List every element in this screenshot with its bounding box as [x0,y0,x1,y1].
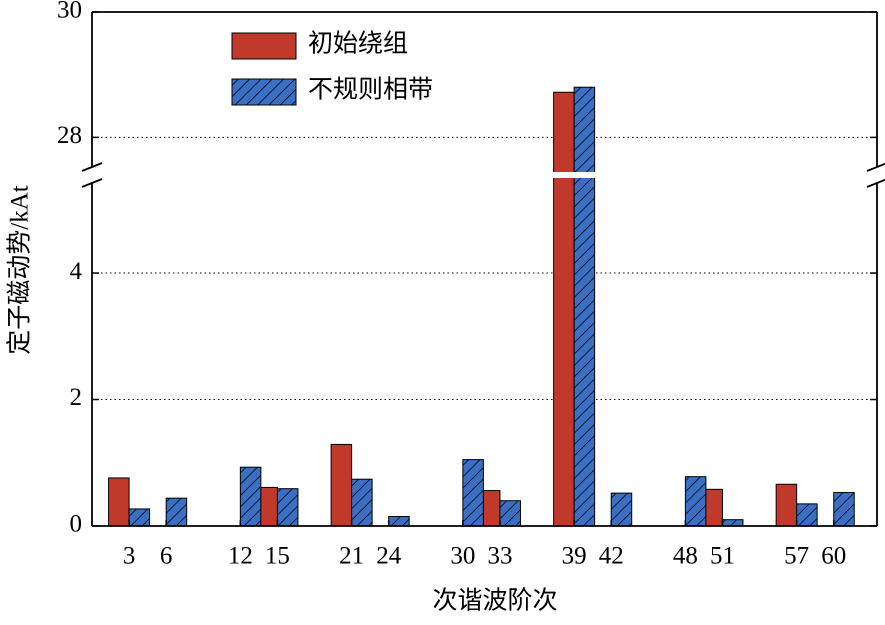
x-tick-label: 51 [710,543,735,570]
x-tick-label: 12 [228,543,253,570]
bar [796,503,818,527]
x-tick-label: 48 [673,543,698,570]
bar [499,500,521,527]
x-tick-label: 3 [123,543,136,570]
bar [610,492,633,527]
bar [833,491,855,527]
bar [351,478,373,527]
break-mark [866,178,885,188]
bar [721,519,744,527]
axis-break [93,172,876,178]
bar [462,459,484,527]
y-tick-label: 4 [70,258,83,285]
y-tick-label: 0 [70,511,83,538]
bar [128,508,151,527]
bar [108,477,130,527]
x-tick-label: 60 [821,543,846,570]
x-tick-label: 57 [784,543,809,570]
bar [684,476,707,527]
x-tick-label: 33 [487,543,512,570]
x-tick-label: 6 [160,543,173,570]
x-tick-label: 42 [599,543,624,570]
legend-label: 初始绕组 [308,30,408,58]
y-tick-label: 2 [70,384,83,411]
break-mark [866,162,885,172]
bar [775,483,798,527]
x-tick-label: 30 [450,543,475,570]
break-mark [81,178,103,188]
legend-label: 不规则相带 [308,76,433,104]
bar [276,488,299,527]
x-axis-label: 次谐波阶次 [432,587,557,615]
legend-swatch [231,32,297,60]
x-tick-label: 39 [562,543,587,570]
x-tick-label: 15 [265,543,290,570]
legend-swatch [231,78,297,106]
x-tick-label: 21 [339,543,364,570]
bar [165,497,188,527]
y-axis-label: 定子磁动势/kAt [6,185,34,355]
bar [330,443,353,527]
x-tick-label: 24 [376,543,402,570]
bar [573,86,596,527]
bar [388,516,410,527]
break-mark [81,162,103,172]
bar [553,91,575,527]
y-tick-label: 30 [57,0,82,24]
y-tick-label: 28 [57,122,82,149]
bar [239,466,262,527]
